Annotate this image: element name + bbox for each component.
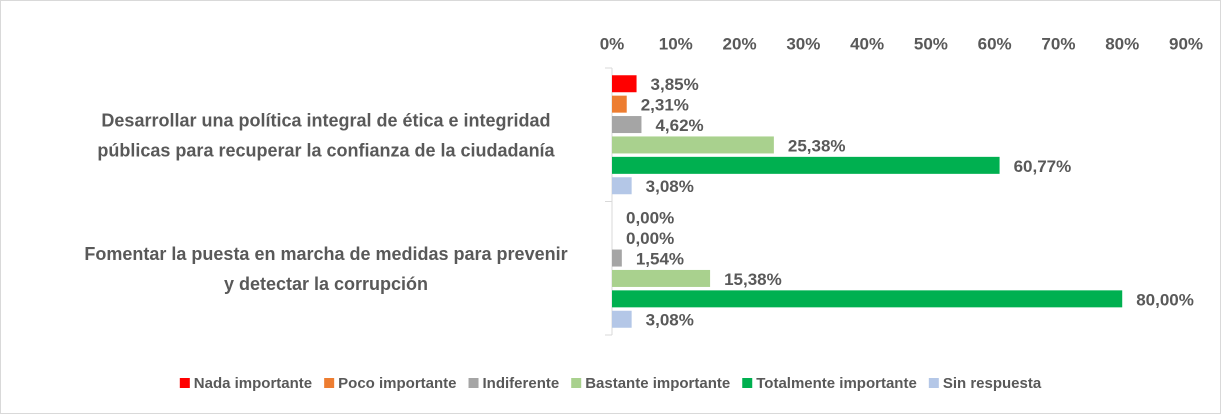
bar — [612, 156, 1000, 174]
x-tick-label: 40% — [850, 34, 884, 53]
legend-marker — [179, 378, 190, 388]
bar — [612, 136, 774, 154]
legend-label: Indiferente — [483, 375, 560, 392]
data-label: 3,85% — [651, 75, 699, 94]
legend-marker — [468, 378, 479, 388]
legend-marker — [324, 378, 335, 388]
x-tick-label: 80% — [1105, 34, 1139, 53]
x-tick-label: 90% — [1169, 34, 1203, 53]
bar — [612, 249, 622, 267]
legend-label: Poco importante — [338, 375, 456, 392]
x-tick-label: 60% — [978, 34, 1012, 53]
x-tick-label: 20% — [723, 34, 757, 53]
legend-label: Totalmente importante — [756, 375, 917, 392]
data-label: 2,31% — [641, 96, 689, 115]
data-label: 3,08% — [646, 177, 694, 196]
legend-marker — [742, 378, 753, 388]
x-tick-label: 50% — [914, 34, 948, 53]
y-tick-label: y detectar la corrupción — [224, 274, 428, 294]
legend-label: Sin respuesta — [943, 375, 1042, 392]
x-tick-label: 30% — [786, 34, 820, 53]
bar — [612, 95, 627, 113]
bar — [612, 116, 642, 134]
bar — [612, 177, 632, 195]
y-tick-label: Desarrollar una política integral de éti… — [101, 111, 550, 131]
y-tick-label: públicas para recuperar la confianza de … — [97, 141, 555, 161]
x-tick-label: 70% — [1041, 34, 1075, 53]
bar — [612, 269, 711, 287]
bar — [612, 290, 1123, 308]
y-tick-label: Fomentar la puesta en marcha de medidas … — [84, 244, 567, 264]
bar — [612, 75, 637, 93]
data-label: 0,00% — [626, 209, 674, 228]
data-label: 80,00% — [1136, 290, 1194, 309]
data-label: 25,38% — [788, 136, 846, 155]
legend-label: Bastante importante — [585, 375, 730, 392]
data-label: 1,54% — [636, 250, 684, 269]
data-label: 4,62% — [655, 116, 703, 135]
bar — [612, 310, 632, 328]
legend-label: Nada importante — [194, 375, 312, 392]
x-tick-label: 10% — [659, 34, 693, 53]
data-label: 3,08% — [646, 311, 694, 330]
data-label: 0,00% — [626, 229, 674, 248]
legend-marker — [928, 378, 939, 388]
legend-marker — [571, 378, 582, 388]
data-label: 60,77% — [1014, 157, 1072, 176]
x-tick-label: 0% — [600, 34, 625, 53]
data-label: 15,38% — [724, 270, 782, 289]
